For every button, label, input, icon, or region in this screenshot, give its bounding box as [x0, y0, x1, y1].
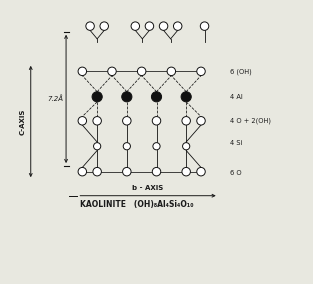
Circle shape — [123, 116, 131, 125]
Circle shape — [200, 22, 209, 30]
Circle shape — [93, 116, 101, 125]
Text: b - AXIS: b - AXIS — [132, 185, 164, 191]
Circle shape — [93, 168, 101, 176]
Circle shape — [78, 168, 87, 176]
Circle shape — [123, 168, 131, 176]
Text: 6 O: 6 O — [230, 170, 242, 176]
Circle shape — [94, 143, 101, 150]
Text: 7.2Å: 7.2Å — [48, 95, 64, 102]
Circle shape — [108, 67, 116, 76]
Circle shape — [173, 22, 182, 30]
Circle shape — [137, 67, 146, 76]
Circle shape — [197, 116, 205, 125]
Text: C-AXIS: C-AXIS — [19, 108, 25, 135]
Circle shape — [145, 22, 154, 30]
Circle shape — [197, 67, 205, 76]
Circle shape — [151, 92, 162, 102]
Circle shape — [167, 67, 176, 76]
Circle shape — [182, 168, 190, 176]
Circle shape — [159, 22, 168, 30]
Circle shape — [131, 22, 140, 30]
Circle shape — [100, 22, 109, 30]
Circle shape — [86, 22, 94, 30]
Circle shape — [182, 143, 190, 150]
Circle shape — [92, 92, 102, 102]
Circle shape — [123, 143, 131, 150]
Text: 4 Al: 4 Al — [230, 94, 243, 100]
Circle shape — [78, 67, 87, 76]
Circle shape — [152, 116, 161, 125]
Text: 6 (OH): 6 (OH) — [230, 68, 252, 75]
Text: 4 Si: 4 Si — [230, 140, 242, 147]
Circle shape — [197, 168, 205, 176]
Circle shape — [153, 143, 160, 150]
Circle shape — [182, 116, 190, 125]
Circle shape — [122, 92, 132, 102]
Text: 4 O + 2(OH): 4 O + 2(OH) — [230, 118, 271, 124]
Circle shape — [152, 168, 161, 176]
Circle shape — [78, 116, 87, 125]
Text: KAOLINITE   (OH)₈Al₄Si₄O₁₀: KAOLINITE (OH)₈Al₄Si₄O₁₀ — [80, 200, 193, 209]
Circle shape — [181, 92, 191, 102]
